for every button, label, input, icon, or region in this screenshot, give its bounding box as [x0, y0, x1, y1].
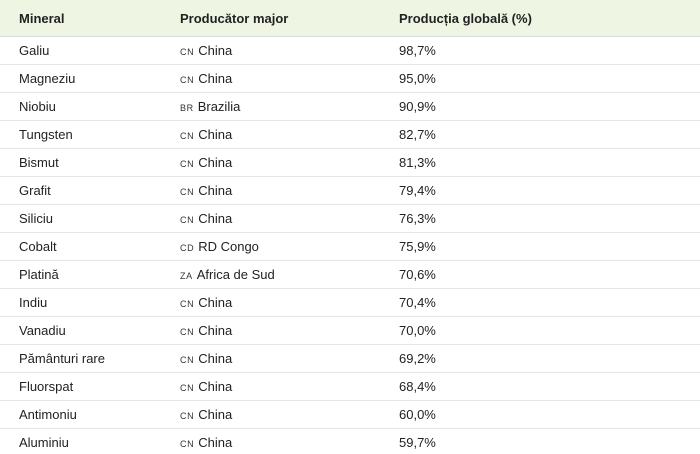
- flag-icon: CN: [180, 131, 195, 141]
- cell-share: 95,0%: [399, 64, 700, 93]
- cell-producer: CN China: [180, 204, 399, 233]
- table-row: Aluminiu CN China 59,7%: [0, 428, 700, 454]
- flag-icon: CN: [180, 355, 195, 365]
- cell-producer: CN China: [180, 372, 399, 401]
- cell-country: China: [198, 323, 233, 338]
- cell-producer: CN China: [180, 148, 399, 177]
- flag-icon: ZA: [180, 271, 193, 281]
- cell-share: 70,6%: [399, 260, 700, 289]
- table-row: Niobiu BR Brazilia 90,9%: [0, 92, 700, 121]
- flag-icon: CN: [180, 327, 195, 337]
- table-row: Fluorspat CN China 68,4%: [0, 372, 700, 401]
- cell-country: China: [198, 71, 233, 86]
- flag-icon: CN: [180, 187, 195, 197]
- cell-country: China: [198, 379, 233, 394]
- cell-country: Brazilia: [197, 99, 241, 114]
- cell-mineral: Aluminiu: [0, 428, 180, 454]
- cell-country: China: [198, 127, 233, 142]
- cell-producer: CD RD Congo: [180, 232, 399, 261]
- cell-mineral: Siliciu: [0, 204, 180, 233]
- cell-mineral: Indiu: [0, 288, 180, 317]
- cell-share: 98,7%: [399, 36, 700, 65]
- cell-producer: CN China: [180, 288, 399, 317]
- cell-country: China: [198, 155, 233, 170]
- cell-country: Africa de Sud: [196, 267, 275, 282]
- flag-icon: CN: [180, 411, 195, 421]
- header-row: Mineral Producător major Producția globa…: [0, 0, 700, 37]
- cell-share: 70,0%: [399, 316, 700, 345]
- flag-icon: CN: [180, 215, 195, 225]
- cell-share: 81,3%: [399, 148, 700, 177]
- cell-mineral: Fluorspat: [0, 372, 180, 401]
- cell-country: China: [198, 435, 233, 450]
- cell-country: China: [198, 183, 233, 198]
- cell-producer: ZA Africa de Sud: [180, 260, 399, 289]
- header-share: Producția globală (%): [399, 0, 700, 37]
- cell-mineral: Tungsten: [0, 120, 180, 149]
- table-row: Bismut CN China 81,3%: [0, 148, 700, 177]
- cell-country: China: [198, 351, 233, 366]
- cell-share: 90,9%: [399, 92, 700, 121]
- cell-producer: CN China: [180, 64, 399, 93]
- cell-mineral: Pământuri rare: [0, 344, 180, 373]
- table-row: Siliciu CN China 76,3%: [0, 204, 700, 233]
- flag-icon: CN: [180, 159, 195, 169]
- cell-mineral: Antimoniu: [0, 400, 180, 429]
- cell-producer: CN China: [180, 120, 399, 149]
- cell-producer: CN China: [180, 316, 399, 345]
- cell-country: China: [198, 43, 233, 58]
- table-body: Galiu CN China 98,7% Magneziu CN China 95,…: [0, 36, 700, 454]
- cell-producer: CN China: [180, 400, 399, 429]
- cell-producer: CN China: [180, 344, 399, 373]
- cell-mineral: Grafit: [0, 176, 180, 205]
- cell-share: 76,3%: [399, 204, 700, 233]
- cell-mineral: Niobiu: [0, 92, 180, 121]
- table-row: Indiu CN China 70,4%: [0, 288, 700, 317]
- cell-share: 75,9%: [399, 232, 700, 261]
- cell-share: 69,2%: [399, 344, 700, 373]
- table-row: Galiu CN China 98,7%: [0, 36, 700, 65]
- cell-mineral: Bismut: [0, 148, 180, 177]
- table-row: Antimoniu CN China 60,0%: [0, 400, 700, 429]
- cell-producer: CN China: [180, 428, 399, 454]
- flag-icon: CN: [180, 75, 195, 85]
- table-row: Vanadiu CN China 70,0%: [0, 316, 700, 345]
- cell-share: 79,4%: [399, 176, 700, 205]
- table-header: Mineral Producător major Producția globa…: [0, 0, 700, 37]
- flag-icon: CD: [180, 243, 195, 253]
- cell-producer: BR Brazilia: [180, 92, 399, 121]
- flag-icon: CN: [180, 299, 195, 309]
- cell-country: RD Congo: [198, 239, 259, 254]
- table-row: Pământuri rare CN China 69,2%: [0, 344, 700, 373]
- cell-share: 59,7%: [399, 428, 700, 454]
- cell-producer: CN China: [180, 36, 399, 65]
- cell-producer: CN China: [180, 176, 399, 205]
- cell-share: 68,4%: [399, 372, 700, 401]
- cell-share: 70,4%: [399, 288, 700, 317]
- table-row: Tungsten CN China 82,7%: [0, 120, 700, 149]
- cell-mineral: Platină: [0, 260, 180, 289]
- header-producer: Producător major: [180, 0, 399, 37]
- table-row: Grafit CN China 79,4%: [0, 176, 700, 205]
- table-row: Platină ZA Africa de Sud 70,6%: [0, 260, 700, 289]
- header-mineral: Mineral: [0, 0, 180, 37]
- cell-mineral: Vanadiu: [0, 316, 180, 345]
- cell-country: China: [198, 407, 233, 422]
- flag-icon: BR: [180, 103, 194, 113]
- cell-mineral: Cobalt: [0, 232, 180, 261]
- flag-icon: CN: [180, 383, 195, 393]
- cell-country: China: [198, 295, 233, 310]
- flag-icon: CN: [180, 439, 195, 449]
- table-row: Magneziu CN China 95,0%: [0, 64, 700, 93]
- cell-country: China: [198, 211, 233, 226]
- flag-icon: CN: [180, 47, 195, 57]
- table-row: Cobalt CD RD Congo 75,9%: [0, 232, 700, 261]
- cell-mineral: Magneziu: [0, 64, 180, 93]
- cell-share: 82,7%: [399, 120, 700, 149]
- cell-share: 60,0%: [399, 400, 700, 429]
- cell-mineral: Galiu: [0, 36, 180, 65]
